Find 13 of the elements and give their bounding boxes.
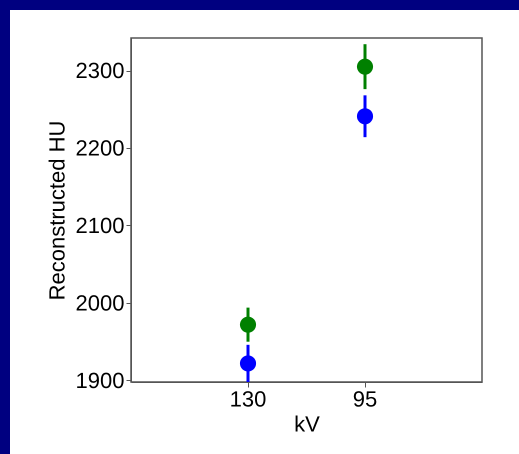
point [356, 58, 374, 75]
y-tick-label: 2300 [76, 58, 124, 84]
x-tick-label: 130 [230, 386, 266, 412]
y-tick-label: 1900 [76, 368, 124, 393]
x-tick-label: 95 [352, 386, 378, 412]
y-tick-label: 2200 [76, 136, 124, 161]
point [240, 316, 256, 333]
x-axis-title: kV [294, 412, 320, 436]
y-axis-title: Reconstructed HU [44, 120, 70, 300]
y-tick-label: 2000 [76, 290, 124, 316]
y-tick-label: 2100 [76, 212, 124, 238]
point [356, 108, 374, 124]
point [240, 355, 256, 372]
